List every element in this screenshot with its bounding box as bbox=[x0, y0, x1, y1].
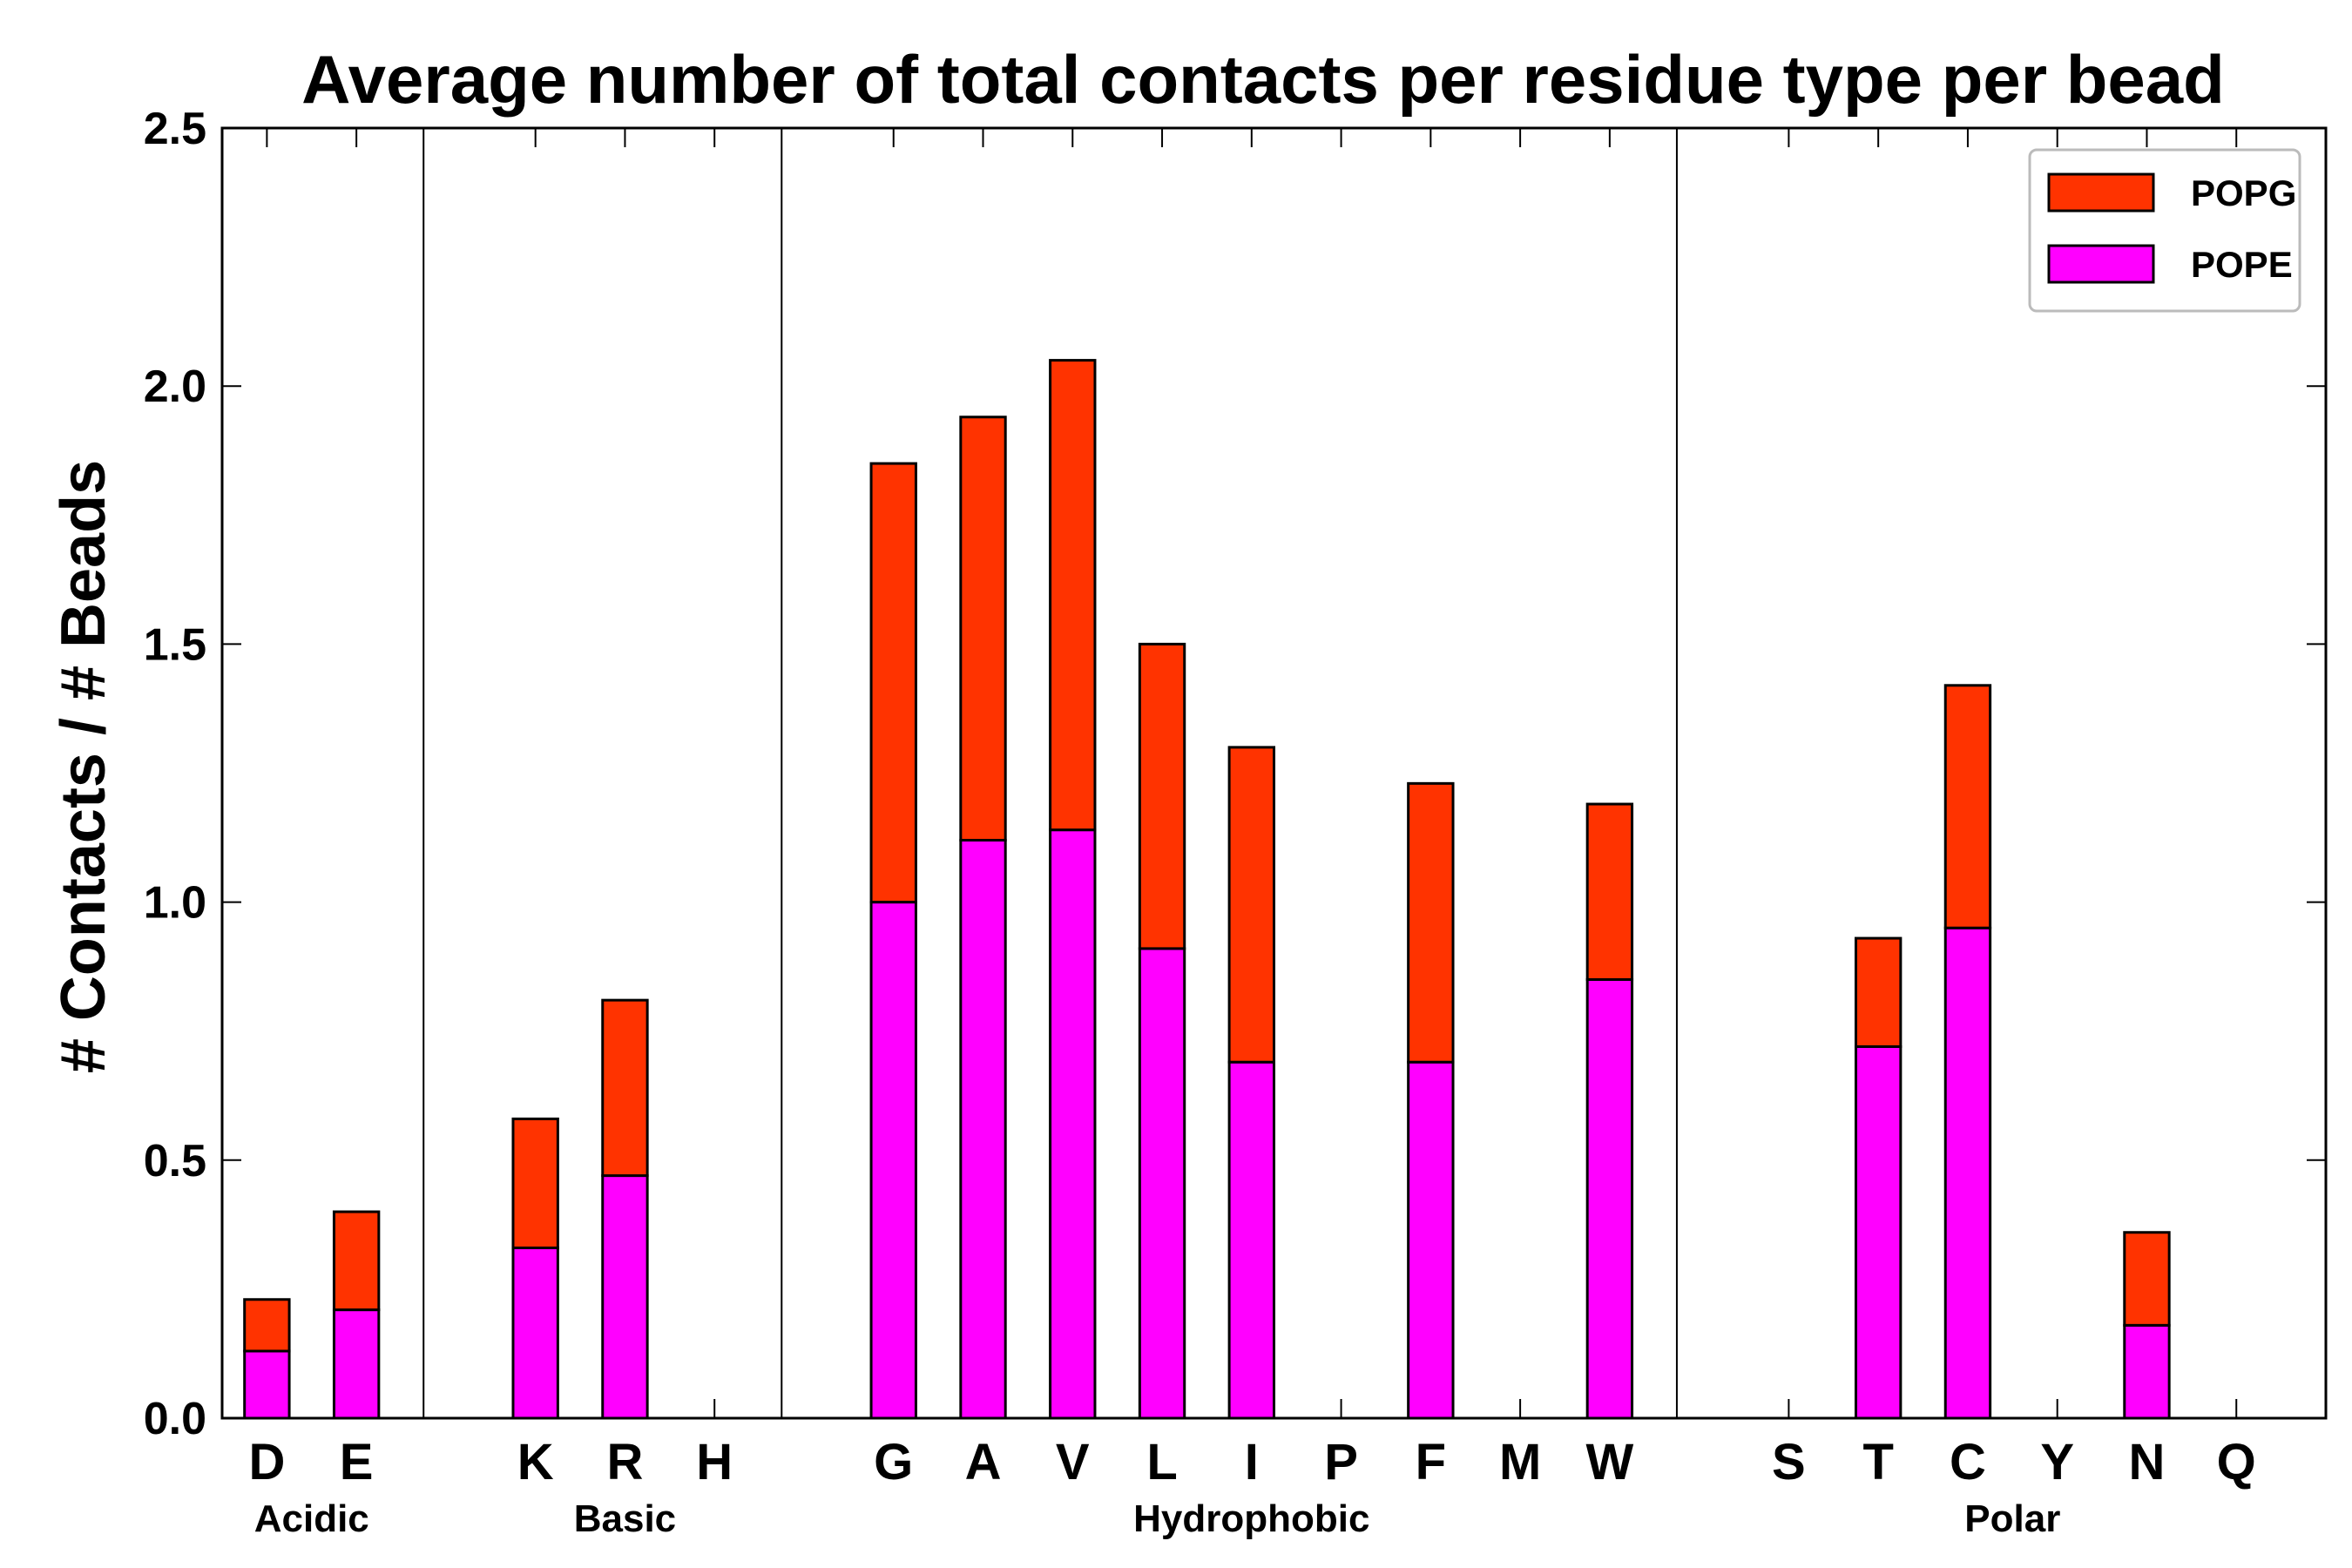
group-label-hydrophobic: Hydrophobic bbox=[1133, 1497, 1369, 1540]
bar-pope-D bbox=[243, 1349, 291, 1420]
y-tick-label: 1.0 bbox=[144, 878, 206, 929]
x-tick-label-P: P bbox=[1324, 1434, 1358, 1490]
x-tick-label-L: L bbox=[1146, 1434, 1177, 1490]
x-tick-label-W: W bbox=[1585, 1434, 1633, 1490]
bar-pope-A bbox=[959, 839, 1007, 1420]
group-label-basic: Basic bbox=[574, 1497, 676, 1540]
x-tick-label-S: S bbox=[1772, 1434, 1806, 1490]
bar-popg-V bbox=[1049, 359, 1097, 832]
bar-popg-A bbox=[959, 416, 1007, 842]
bar-popg-W bbox=[1585, 802, 1634, 981]
x-tick-label-N: N bbox=[2129, 1434, 2166, 1490]
legend-label-popg: POPG bbox=[2191, 172, 2296, 213]
bar-popg-L bbox=[1138, 642, 1186, 950]
x-tick-label-A: A bbox=[965, 1434, 1002, 1490]
y-tick-label: 0.0 bbox=[144, 1394, 206, 1444]
legend-swatch-popg bbox=[2047, 172, 2155, 213]
y-axis-label: # Contacts / # Beads bbox=[49, 460, 118, 1073]
legend-label-pope: POPE bbox=[2191, 244, 2293, 285]
x-tick-label-K: K bbox=[517, 1434, 554, 1490]
x-tick-label-R: R bbox=[607, 1434, 644, 1490]
group-label-polar: Polar bbox=[1964, 1497, 2060, 1540]
bar-pope-L bbox=[1138, 947, 1186, 1420]
bar-popg-C bbox=[1943, 684, 1992, 929]
x-tick-label-D: D bbox=[248, 1434, 285, 1490]
x-tick-label-Q: Q bbox=[2217, 1434, 2256, 1490]
x-tick-label-H: H bbox=[696, 1434, 733, 1490]
x-tick-label-I: I bbox=[1245, 1434, 1259, 1490]
x-tick-label-C: C bbox=[1950, 1434, 1986, 1490]
bar-popg-D bbox=[243, 1298, 291, 1353]
x-tick-label-V: V bbox=[1056, 1434, 1090, 1490]
bar-popg-N bbox=[2123, 1231, 2171, 1327]
x-tick-label-M: M bbox=[1499, 1434, 1541, 1490]
bar-pope-G bbox=[869, 901, 917, 1420]
y-tick-label: 2.0 bbox=[144, 362, 206, 412]
bar-pope-I bbox=[1227, 1060, 1276, 1420]
x-tick-label-Y: Y bbox=[2040, 1434, 2074, 1490]
y-tick-label: 2.5 bbox=[144, 104, 206, 154]
bar-popg-K bbox=[511, 1117, 559, 1250]
bar-pope-K bbox=[511, 1247, 559, 1420]
bar-popg-R bbox=[601, 998, 649, 1178]
bar-popg-T bbox=[1854, 936, 1903, 1048]
x-tick-label-F: F bbox=[1416, 1434, 1446, 1490]
bar-popg-E bbox=[332, 1210, 381, 1312]
bar-pope-T bbox=[1854, 1044, 1903, 1420]
bar-pope-W bbox=[1585, 977, 1634, 1420]
x-tick-label-G: G bbox=[874, 1434, 913, 1490]
bar-pope-E bbox=[332, 1308, 381, 1420]
bar-pope-R bbox=[601, 1174, 649, 1420]
bar-popg-I bbox=[1227, 746, 1276, 1064]
chart-title: Average number of total contacts per res… bbox=[301, 41, 2225, 118]
y-tick-label: 0.5 bbox=[144, 1136, 206, 1186]
bar-popg-G bbox=[869, 462, 917, 904]
bar-pope-F bbox=[1407, 1060, 1455, 1420]
y-tick-label: 1.5 bbox=[144, 619, 206, 670]
x-tick-label-E: E bbox=[340, 1434, 374, 1490]
plot-area: 0.0 0.5 1.0 1.5 2.0 2.5 D E K R H G A V L I P F M W S T C Y N Q Ac… bbox=[144, 104, 2328, 1540]
legend-swatch-pope bbox=[2047, 244, 2155, 284]
bar-pope-N bbox=[2123, 1323, 2171, 1420]
bar-pope-C bbox=[1943, 926, 1992, 1420]
bar-pope-V bbox=[1049, 828, 1097, 1420]
legend: POPG POPE bbox=[2028, 148, 2301, 313]
x-tick-label-T: T bbox=[1862, 1434, 1893, 1490]
group-label-acidic: Acidic bbox=[254, 1497, 369, 1540]
bar-popg-F bbox=[1407, 781, 1455, 1064]
